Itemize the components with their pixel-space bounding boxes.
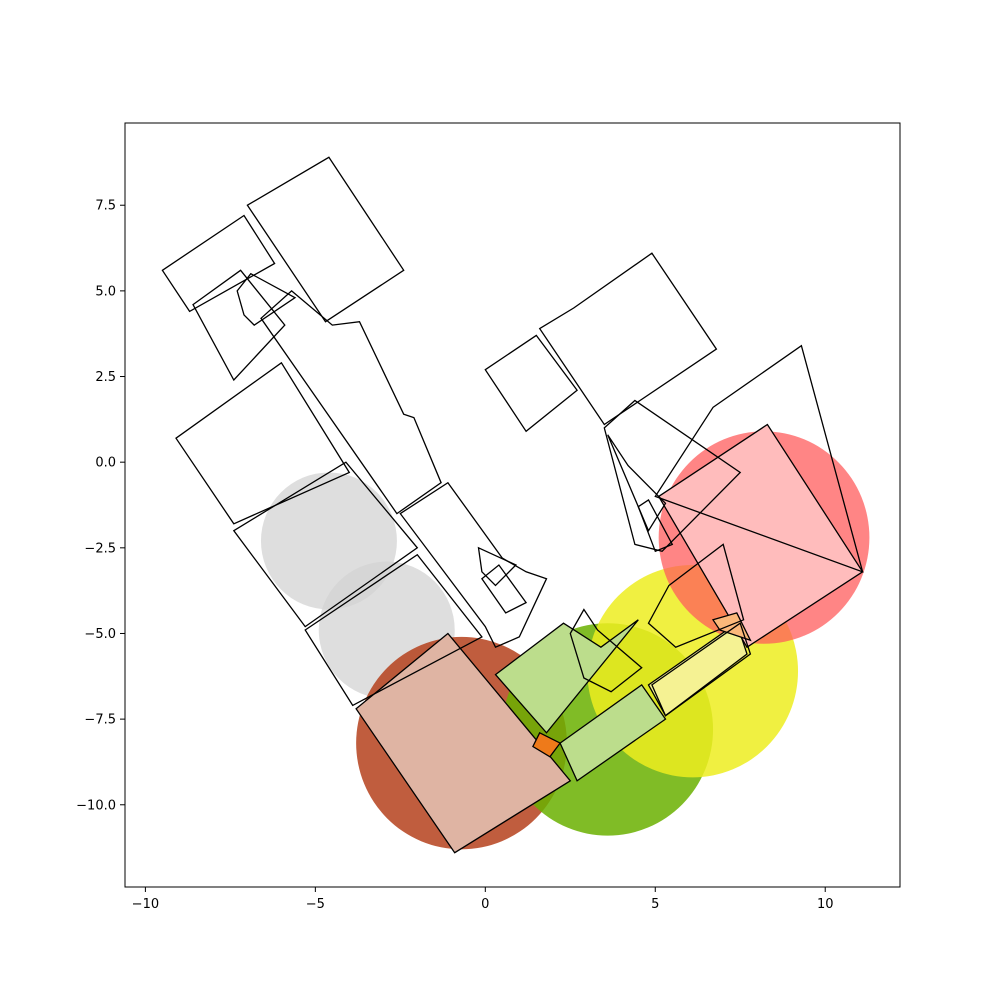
room-outline-10 (477, 546, 518, 587)
filled-room-3 (559, 683, 667, 782)
room-outline-19 (569, 608, 643, 693)
y-tick-label-2: −5.0 (84, 627, 116, 642)
y-tick-label-5: 2.5 (95, 370, 116, 385)
room-outline-18 (647, 543, 745, 648)
y-tick-label-1: −7.5 (84, 713, 116, 728)
filled-room-2 (494, 619, 639, 734)
room-outline-layer (161, 156, 864, 717)
room-outline-13 (538, 252, 718, 426)
room-outline-4 (236, 272, 297, 326)
room-outline-9 (399, 481, 548, 649)
room-outline-11 (481, 564, 528, 614)
x-tick-label-2: 0 (481, 897, 489, 912)
room-outline-16 (637, 498, 674, 553)
filled-room-7 (532, 731, 562, 758)
room-outline-8 (304, 553, 483, 707)
y-axis: −10.0 −7.5 −5.0 −2.5 0.0 2.5 5.0 7.5 (76, 199, 125, 813)
x-tick-label-3: 5 (651, 897, 659, 912)
room-outline-3 (192, 269, 286, 382)
room-outline-6 (175, 361, 351, 525)
room-outline-15 (607, 434, 667, 533)
y-tick-label-4: 0.0 (95, 456, 116, 471)
filled-room-1 (355, 632, 572, 854)
y-tick-label-7: 7.5 (95, 199, 116, 214)
room-outline-14 (603, 399, 742, 553)
room-outline-7 (232, 461, 419, 628)
room-outline-1 (161, 214, 276, 313)
x-tick-label-4: 10 (817, 897, 834, 912)
x-axis: −10 −5 0 5 10 (132, 887, 834, 912)
axes-frame (124, 122, 901, 888)
x-tick-label-0: −10 (132, 897, 159, 912)
room-outline-2 (246, 156, 405, 323)
filled-room-6 (711, 612, 752, 642)
room-outline-12 (484, 334, 578, 433)
x-tick-label-1: −5 (306, 897, 325, 912)
y-tick-label-3: −2.5 (84, 541, 116, 556)
room-outline-20 (651, 622, 752, 717)
filled-room-4 (647, 622, 748, 717)
y-tick-label-6: 5.0 (95, 284, 116, 299)
room-outline-5 (260, 290, 442, 515)
room-outline-17 (654, 344, 864, 573)
y-tick-label-0: −10.0 (76, 798, 116, 813)
